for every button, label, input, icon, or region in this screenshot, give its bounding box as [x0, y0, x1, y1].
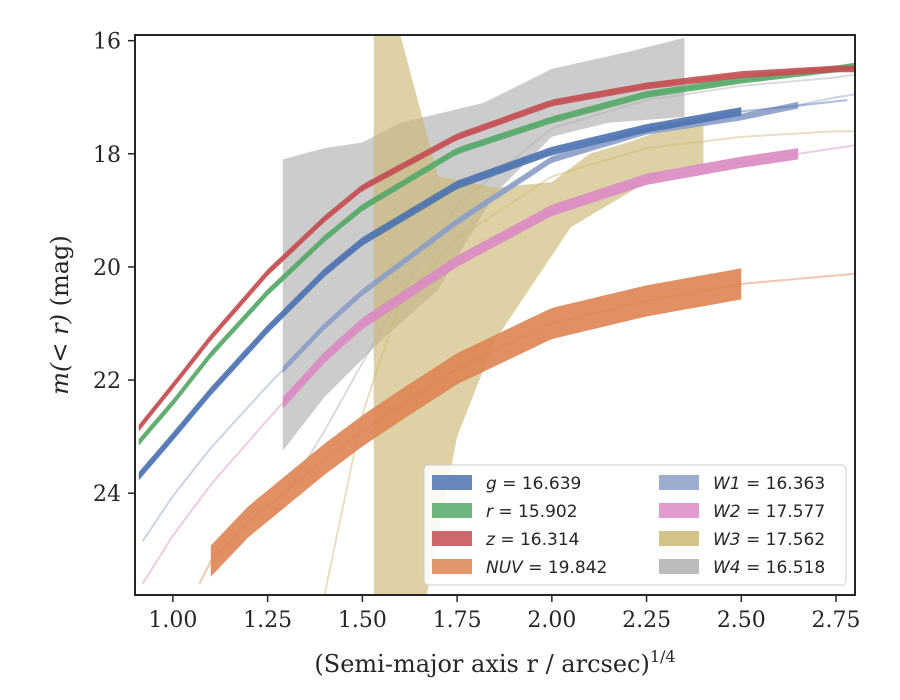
- x-tick-label: 2.00: [527, 608, 576, 633]
- legend-swatch-r: [432, 503, 472, 518]
- series-r-band: [138, 62, 855, 446]
- legend-swatch-g: [432, 475, 472, 490]
- legend-label-z: z = 16.314: [485, 530, 579, 550]
- legend-label-g: g = 16.639: [486, 474, 581, 494]
- x-tick-label: 2.25: [622, 608, 671, 633]
- x-tick-label: 1.50: [338, 608, 387, 633]
- x-axis-label: (Semi-major axis r / arcsec)1/4: [314, 647, 675, 678]
- legend-label-w3: W3 = 17.562: [713, 530, 825, 550]
- axis-ticks: 1.00 1.25 1.50 1.75 2.00 2.25 2.50 2.75 16 18 20 22…: [93, 30, 861, 633]
- legend-label-w1: W1 = 16.363: [713, 474, 825, 494]
- axes-frame: [134, 34, 856, 596]
- y-tick-label: 24: [93, 482, 121, 507]
- x-tick-label: 2.75: [812, 608, 861, 633]
- y-axis-label: m(< r) (mag): [46, 235, 74, 395]
- y-tick-label: 20: [93, 256, 121, 281]
- y-axis-label-unit: (mag): [46, 235, 74, 314]
- legend-label-w4: W4 = 16.518: [713, 558, 825, 578]
- legend-box: [423, 464, 847, 586]
- x-axis-label-text: (Semi-major axis r / arcsec): [314, 650, 649, 678]
- legend-swatch-w3: [659, 531, 699, 546]
- legend-label-w2: W2 = 17.577: [713, 502, 825, 522]
- legend-swatch-nuv: [432, 559, 472, 574]
- y-tick-label: 18: [93, 143, 121, 168]
- x-tick-label: 1.00: [148, 608, 197, 633]
- x-tick-label: 1.25: [243, 608, 292, 633]
- y-tick-label: 16: [93, 30, 121, 55]
- x-tick-label: 1.75: [433, 608, 482, 633]
- y-tick-label: 22: [93, 369, 121, 394]
- legend-label-r: r = 15.902: [486, 502, 578, 522]
- legend-label-nuv: NUV = 19.842: [486, 558, 607, 578]
- legend-swatch-w4: [659, 559, 699, 574]
- legend: g = 16.639 r = 15.902 z = 16.314 NUV = 19.8…: [423, 464, 847, 586]
- legend-swatch-w1: [659, 475, 699, 490]
- series-w3-band: [373, 35, 704, 595]
- x-tick-label: 2.50: [717, 608, 766, 633]
- legend-swatch-z: [432, 531, 472, 546]
- x-axis-label-exponent: 1/4: [650, 647, 676, 666]
- series-nuv-band: [210, 268, 742, 577]
- plot-area: [138, 35, 855, 595]
- y-axis-label-main: m(< r): [46, 314, 74, 395]
- legend-swatch-w2: [659, 503, 699, 518]
